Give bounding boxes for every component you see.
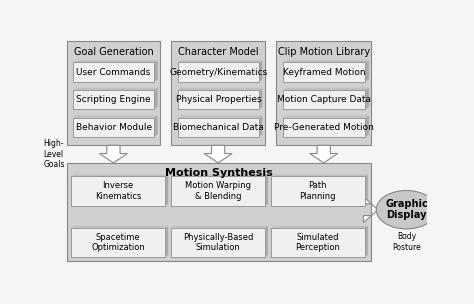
Text: Physical Properties: Physical Properties bbox=[175, 95, 261, 104]
Polygon shape bbox=[310, 145, 337, 163]
FancyBboxPatch shape bbox=[66, 41, 160, 145]
FancyBboxPatch shape bbox=[271, 176, 365, 206]
Polygon shape bbox=[364, 197, 378, 223]
Polygon shape bbox=[71, 226, 168, 228]
Text: Graphic
Display: Graphic Display bbox=[385, 199, 428, 220]
FancyBboxPatch shape bbox=[73, 90, 154, 109]
Text: Physically-Based
Simulation: Physically-Based Simulation bbox=[183, 233, 253, 252]
FancyBboxPatch shape bbox=[71, 228, 165, 257]
Text: User Commands: User Commands bbox=[76, 67, 151, 77]
Polygon shape bbox=[283, 88, 369, 90]
Text: Clip Motion Library: Clip Motion Library bbox=[278, 47, 370, 57]
Polygon shape bbox=[259, 88, 263, 109]
Polygon shape bbox=[259, 115, 263, 137]
FancyBboxPatch shape bbox=[283, 62, 365, 82]
Polygon shape bbox=[365, 226, 368, 257]
Text: High-
Level
Goals: High- Level Goals bbox=[43, 139, 65, 169]
Polygon shape bbox=[100, 145, 128, 163]
Text: Pre-Generated Motion: Pre-Generated Motion bbox=[274, 123, 374, 132]
Text: Behavior Module: Behavior Module bbox=[75, 123, 152, 132]
Polygon shape bbox=[154, 60, 158, 82]
Text: Character Model: Character Model bbox=[178, 47, 258, 57]
Text: Body
Posture: Body Posture bbox=[392, 232, 421, 252]
Polygon shape bbox=[165, 226, 168, 257]
FancyBboxPatch shape bbox=[276, 41, 372, 145]
Polygon shape bbox=[178, 88, 263, 90]
Polygon shape bbox=[171, 226, 268, 228]
Text: Keyframed Motion: Keyframed Motion bbox=[283, 67, 365, 77]
Text: Path
Planning: Path Planning bbox=[300, 181, 336, 201]
FancyBboxPatch shape bbox=[73, 118, 154, 137]
Polygon shape bbox=[73, 60, 158, 62]
Text: Geometry/Kinematics: Geometry/Kinematics bbox=[169, 67, 267, 77]
Text: Goal Generation: Goal Generation bbox=[73, 47, 153, 57]
Polygon shape bbox=[265, 226, 268, 257]
Polygon shape bbox=[365, 174, 368, 206]
Polygon shape bbox=[178, 115, 263, 118]
Text: Simulated
Perception: Simulated Perception bbox=[295, 233, 340, 252]
Polygon shape bbox=[154, 115, 158, 137]
FancyBboxPatch shape bbox=[283, 118, 365, 137]
Polygon shape bbox=[283, 60, 369, 62]
Polygon shape bbox=[204, 145, 232, 163]
Polygon shape bbox=[365, 60, 369, 82]
FancyBboxPatch shape bbox=[66, 163, 372, 261]
Text: Inverse
Kinematics: Inverse Kinematics bbox=[95, 181, 141, 201]
Polygon shape bbox=[365, 88, 369, 109]
Polygon shape bbox=[259, 60, 263, 82]
Polygon shape bbox=[165, 174, 168, 206]
FancyBboxPatch shape bbox=[171, 41, 265, 145]
Polygon shape bbox=[178, 60, 263, 62]
Polygon shape bbox=[283, 115, 369, 118]
Polygon shape bbox=[365, 115, 369, 137]
FancyBboxPatch shape bbox=[171, 176, 265, 206]
Polygon shape bbox=[73, 88, 158, 90]
Polygon shape bbox=[154, 88, 158, 109]
Polygon shape bbox=[171, 174, 268, 176]
Text: Spacetime
Optimization: Spacetime Optimization bbox=[91, 233, 145, 252]
FancyBboxPatch shape bbox=[171, 228, 265, 257]
Polygon shape bbox=[271, 174, 368, 176]
Polygon shape bbox=[265, 174, 268, 206]
Text: Motion Synthesis: Motion Synthesis bbox=[165, 168, 273, 178]
Text: Biomechanical Data: Biomechanical Data bbox=[173, 123, 264, 132]
FancyBboxPatch shape bbox=[178, 118, 259, 137]
Circle shape bbox=[376, 191, 437, 229]
Polygon shape bbox=[71, 174, 168, 176]
FancyBboxPatch shape bbox=[271, 228, 365, 257]
FancyBboxPatch shape bbox=[178, 62, 259, 82]
Text: Scripting Engine: Scripting Engine bbox=[76, 95, 151, 104]
Polygon shape bbox=[271, 226, 368, 228]
Text: Motion Capture Data: Motion Capture Data bbox=[277, 95, 371, 104]
FancyBboxPatch shape bbox=[178, 90, 259, 109]
FancyBboxPatch shape bbox=[283, 90, 365, 109]
Text: Motion Warping
& Blending: Motion Warping & Blending bbox=[185, 181, 251, 201]
FancyBboxPatch shape bbox=[71, 176, 165, 206]
FancyBboxPatch shape bbox=[73, 62, 154, 82]
Polygon shape bbox=[73, 115, 158, 118]
